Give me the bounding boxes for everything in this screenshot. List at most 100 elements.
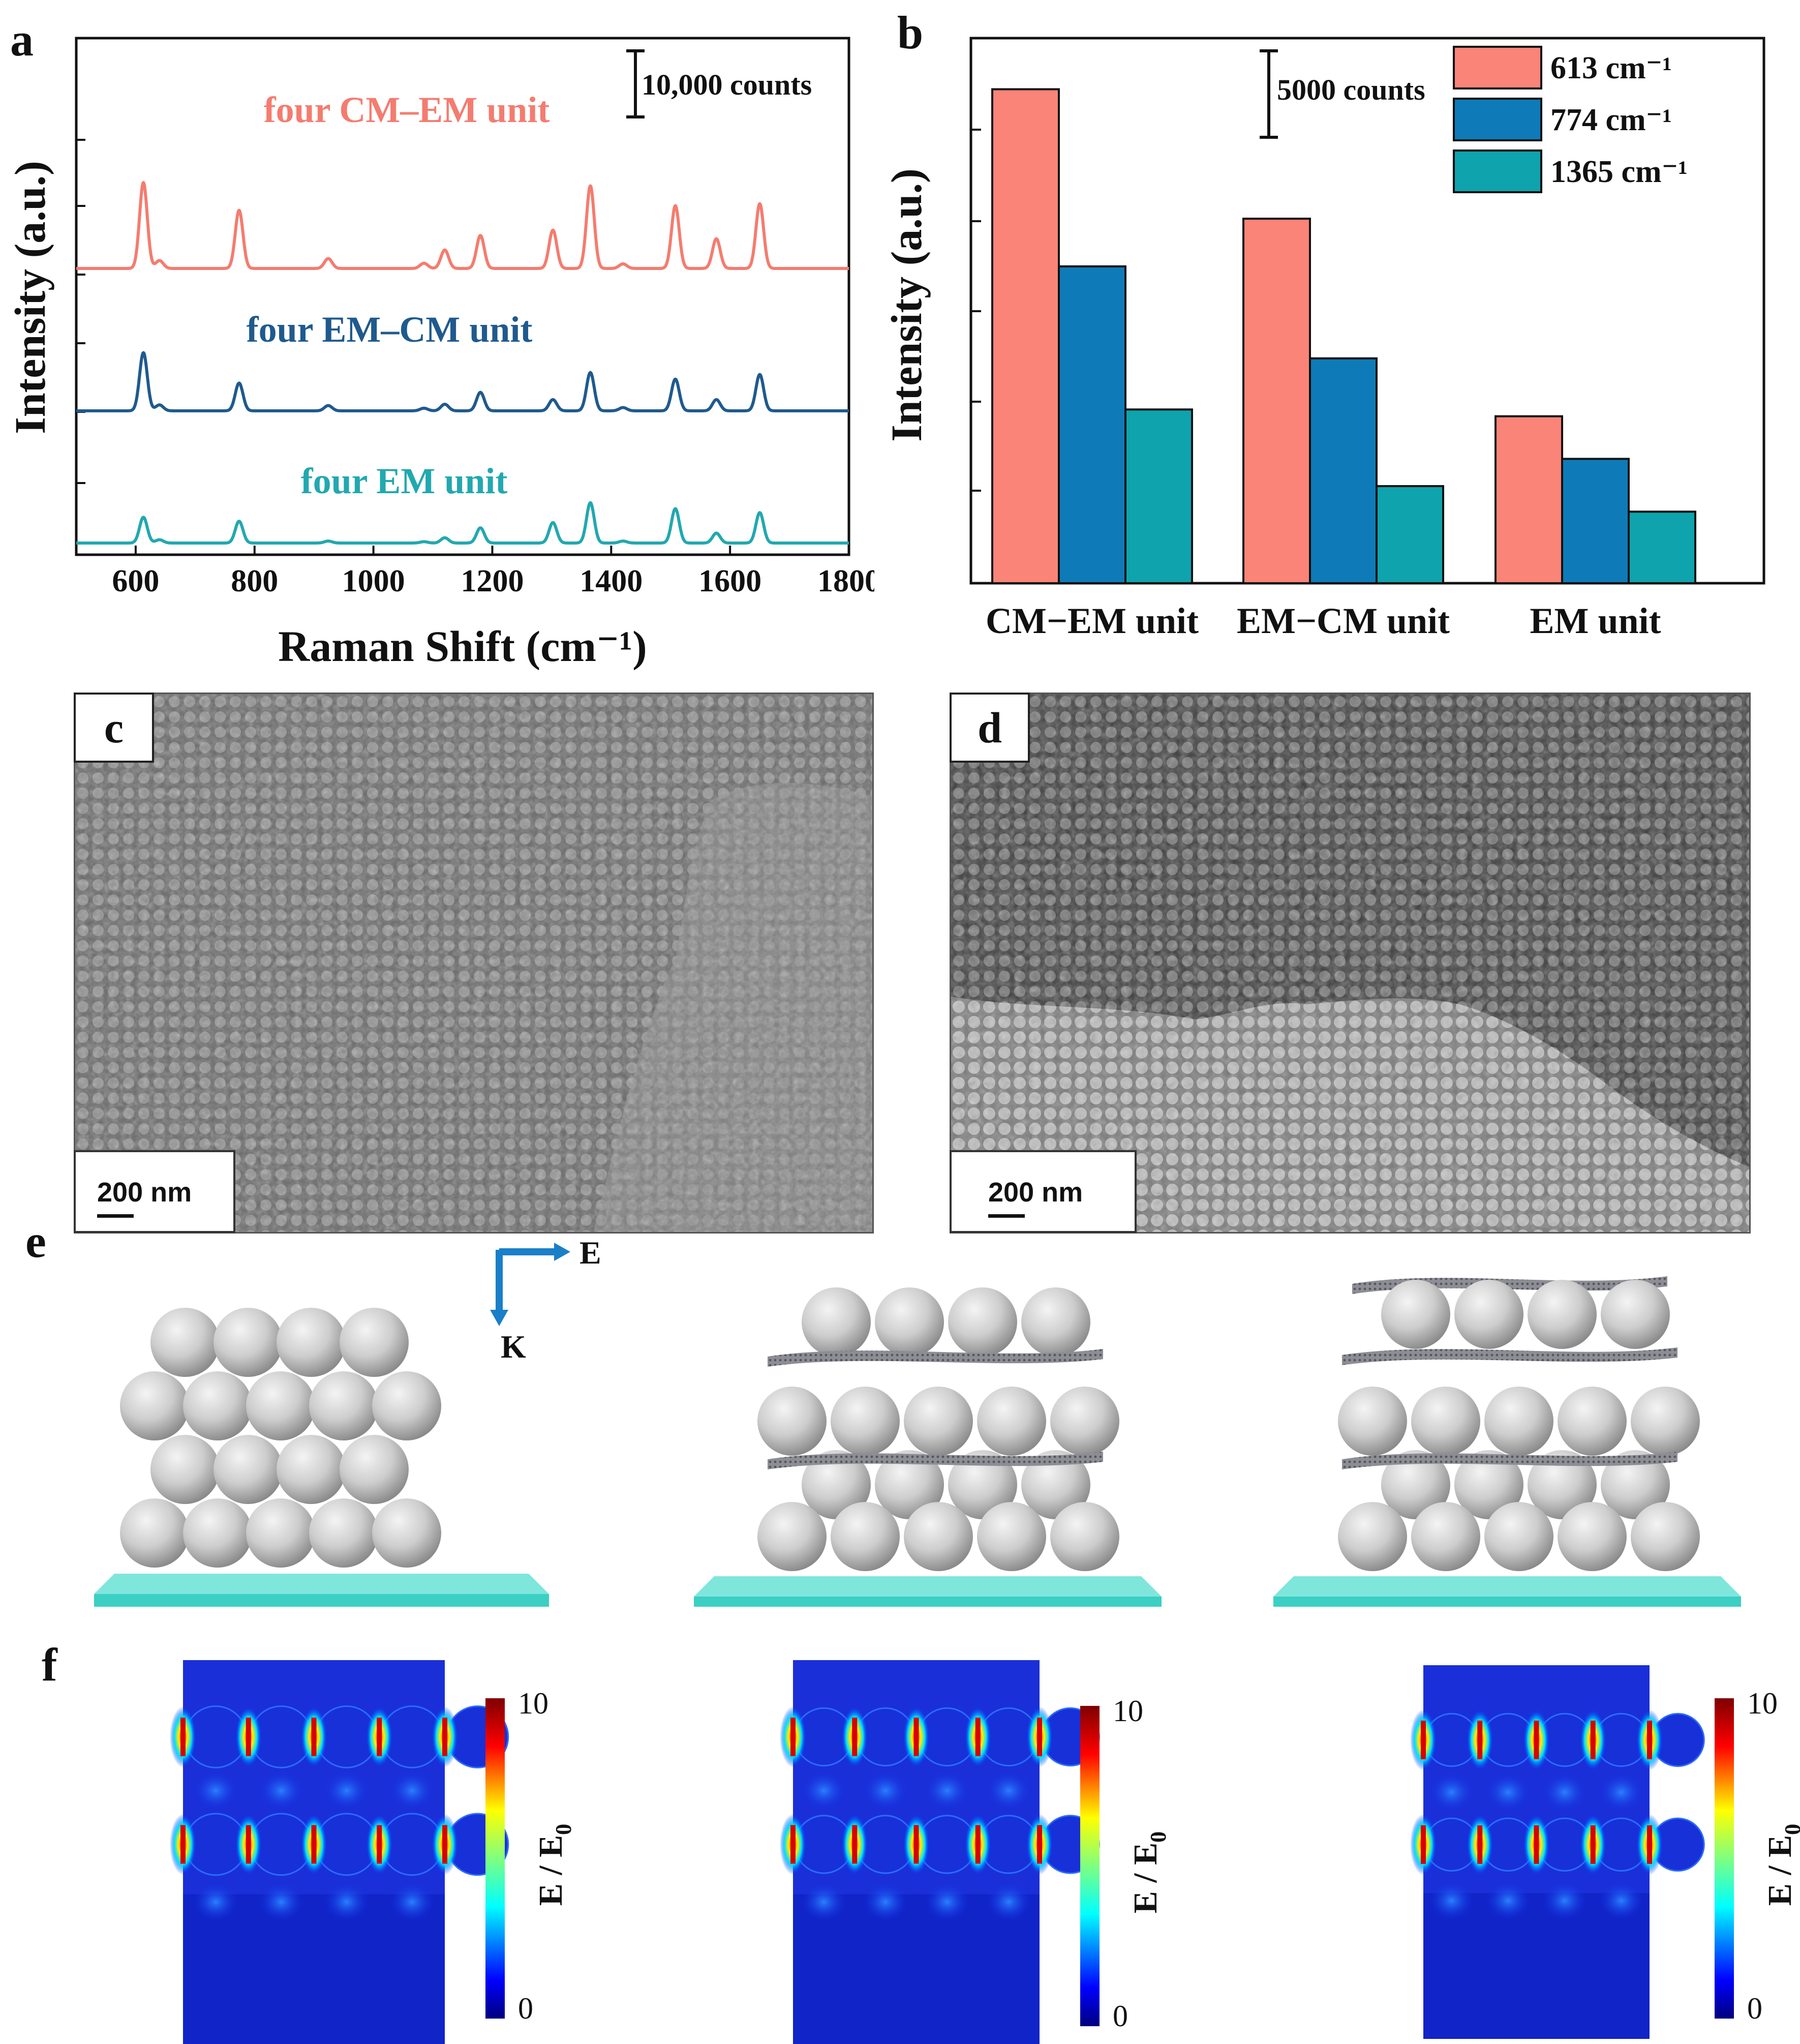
panel-letter-a: a	[10, 14, 34, 66]
nanosphere	[246, 1498, 315, 1568]
graphene-mesh	[768, 1349, 1103, 1367]
nanosphere	[1381, 1280, 1450, 1349]
hotspot-core	[1534, 1721, 1539, 1759]
stack-em-unit	[94, 1308, 549, 1607]
nanosphere	[150, 1308, 220, 1377]
category-label: EM unit	[1530, 600, 1661, 641]
nanosphere	[372, 1498, 441, 1568]
bar	[1494, 415, 1563, 584]
graphene-mesh	[1342, 1452, 1677, 1469]
sem-texture-c	[75, 694, 872, 1232]
field-map	[780, 1660, 1100, 2044]
colorbar-title-subscript: 0	[1146, 1831, 1171, 1843]
nanosphere	[904, 1502, 973, 1571]
colorbar-max-label: 10	[1113, 1694, 1143, 1728]
hotspot-core	[913, 1718, 919, 1756]
substrate-top	[1273, 1576, 1741, 1597]
nanosphere	[875, 1450, 944, 1519]
spectrum-line	[75, 181, 850, 270]
hotspot-core	[1421, 1825, 1426, 1864]
sem-image-c	[74, 693, 874, 1234]
colorbar-min-label: 0	[518, 1992, 533, 2025]
colorbar-title: E / E0	[1761, 1824, 1800, 1906]
nanosphere	[802, 1287, 871, 1357]
hotspot-core	[790, 1718, 796, 1756]
nanosphere	[277, 1435, 346, 1504]
sem-image-d	[950, 693, 1751, 1234]
bar	[1124, 408, 1193, 584]
hotspot-core	[442, 1718, 447, 1756]
colorbar	[1715, 1698, 1734, 2019]
nanosphere	[1558, 1502, 1627, 1571]
nanosphere	[150, 1435, 220, 1504]
substrate	[1273, 1597, 1741, 1607]
nanosphere-stack-models: E K	[94, 1235, 1741, 1607]
substrate	[94, 1594, 549, 1607]
nanosphere	[1021, 1287, 1090, 1357]
plot-frame-a	[75, 37, 850, 556]
hotspot-core	[311, 1718, 317, 1756]
hotspot-core	[377, 1718, 382, 1756]
nanosphere	[1411, 1502, 1480, 1571]
weak-field-spot	[388, 1881, 436, 1922]
weak-field-spot	[1484, 1771, 1532, 1813]
y-axis-title-a: Intensity (a.u.)	[6, 161, 54, 434]
nanosphere	[948, 1287, 1017, 1357]
hotspot-core	[852, 1718, 858, 1756]
nanosphere	[1484, 1387, 1553, 1456]
category-label: EM−CM unit	[1237, 600, 1450, 641]
legend-label: 774 cm⁻¹	[1550, 103, 1672, 137]
nanosphere	[213, 1435, 283, 1504]
weak-field-spot	[323, 1770, 370, 1811]
scale-bar-text-d: 200 nm	[988, 1177, 1083, 1208]
x-tick-label-a: 800	[231, 564, 278, 598]
colorbar	[485, 1698, 505, 2019]
k-vector-label: K	[501, 1329, 526, 1365]
nanosphere	[277, 1308, 346, 1377]
stack-cm-em-unit	[1273, 1276, 1741, 1607]
colorbar-min-label: 0	[1113, 1999, 1128, 2033]
graphene-mesh	[768, 1452, 1103, 1469]
x-tick-label-a: 1200	[461, 564, 524, 598]
hotspot-core	[1590, 1825, 1596, 1864]
nanosphere	[1381, 1450, 1450, 1519]
nanosphere	[183, 1371, 252, 1440]
hotspot-core	[852, 1825, 858, 1864]
series-label: four EM unit	[301, 461, 508, 501]
scale-bar-box-d: 200 nm	[950, 1150, 1137, 1233]
hotspot-core	[311, 1825, 317, 1864]
panel-letter-d: d	[950, 693, 1030, 763]
nanosphere	[802, 1450, 871, 1519]
graphene-mesh	[1352, 1276, 1667, 1294]
colorbar	[1080, 1706, 1100, 2026]
nanosphere	[875, 1287, 944, 1357]
nanosphere	[1338, 1387, 1407, 1456]
scale-bar-box-c: 200 nm	[74, 1150, 235, 1233]
hotspot-core	[913, 1825, 919, 1864]
nanosphere	[1454, 1280, 1523, 1349]
hotspot-core	[246, 1718, 251, 1756]
x-tick-label-a: 1800	[817, 564, 874, 598]
weak-field-spot	[1428, 1771, 1475, 1813]
weak-field-spot	[1598, 1771, 1645, 1813]
nanosphere	[213, 1308, 283, 1377]
weak-field-spot	[192, 1881, 239, 1922]
panel-letter-c: c	[74, 693, 154, 763]
legend-label: 613 cm⁻¹	[1550, 51, 1672, 85]
bar	[1242, 218, 1311, 585]
legend-swatch	[1453, 98, 1542, 141]
nanosphere	[1454, 1450, 1523, 1519]
hotspot-core	[1037, 1825, 1042, 1864]
nanosphere	[831, 1502, 900, 1571]
nanosphere	[1484, 1502, 1553, 1571]
nanosphere	[1411, 1387, 1480, 1456]
x-tick-label-a: 1000	[342, 564, 405, 598]
nanosphere	[183, 1498, 252, 1568]
nanosphere	[1338, 1502, 1407, 1571]
stack-em-cm-unit	[694, 1287, 1162, 1607]
nanosphere	[904, 1387, 973, 1456]
nanosphere	[1528, 1450, 1597, 1519]
nanosphere	[246, 1371, 315, 1440]
weak-field-spot	[258, 1770, 305, 1811]
x-tick-label-a: 600	[112, 564, 159, 598]
